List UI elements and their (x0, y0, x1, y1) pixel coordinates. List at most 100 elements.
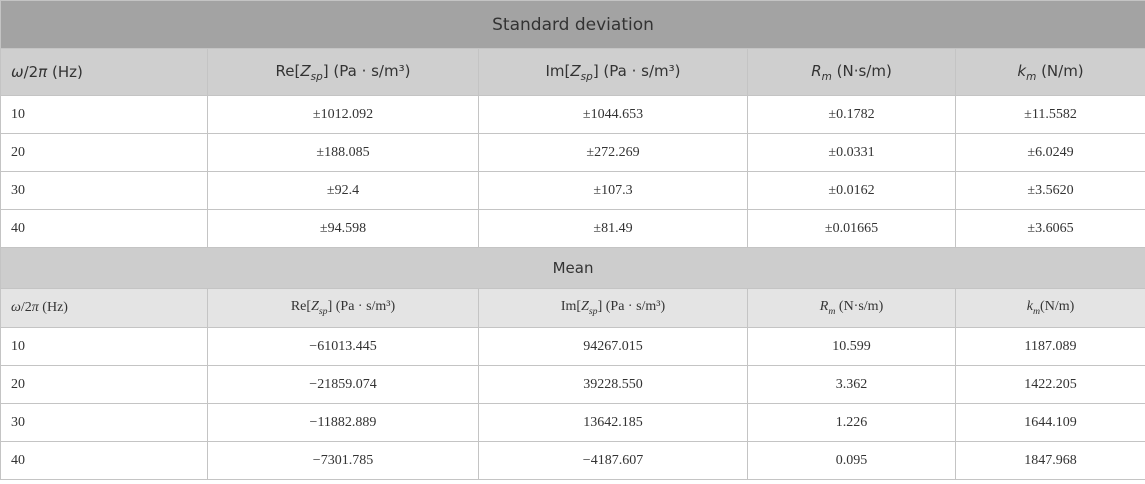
cell: 10 (0, 327, 208, 366)
header-text: m (828, 305, 836, 317)
cell: ±188.085 (207, 133, 479, 172)
data-row: 20 −21859.074 39228.550 3.362 1422.205 (0, 365, 1145, 404)
cell: 20 (0, 365, 208, 404)
cell: −61013.445 (207, 327, 479, 366)
cell: ±0.0162 (747, 171, 956, 210)
header-text: π (38, 63, 48, 81)
header-text: sp (588, 305, 598, 317)
data-row: 40 ±94.598 ±81.49 ±0.01665 ±3.6065 (0, 209, 1145, 248)
header-subscript: m (1026, 71, 1036, 83)
header-text: ω (11, 300, 21, 315)
header-text: m (1032, 305, 1041, 317)
cell: ±94.598 (207, 209, 479, 248)
header-text: sp (580, 70, 593, 83)
cell: ±3.5620 (954, 171, 1145, 210)
column-header: Im[Zsp] (Pa · s/m³) (478, 288, 748, 328)
cell: ±81.49 (478, 209, 748, 248)
section-title-row: Standard deviation (0, 0, 1145, 49)
header-text: ] (Pa · s/m³) (592, 61, 681, 80)
cell: 40 (0, 209, 208, 248)
header-text: Im[ (560, 299, 582, 315)
cell: ±0.01665 (747, 209, 956, 248)
header-text: (N/m) (1040, 299, 1075, 315)
header-text: m (821, 70, 832, 83)
cell: ±0.0331 (747, 133, 956, 172)
header-text: sp (318, 305, 328, 317)
cell: −21859.074 (207, 365, 479, 404)
data-row: 10 −61013.445 94267.015 10.599 1187.089 (0, 327, 1145, 366)
header-text: sp (310, 70, 323, 83)
column-header: Re[Zsp] (Pa · s/m³) (207, 48, 479, 96)
cell: ±0.1782 (747, 95, 956, 134)
header-text: π (31, 300, 39, 315)
header-text: k (1017, 61, 1027, 80)
cell: ±11.5582 (954, 95, 1145, 134)
header-text: Re[ (290, 299, 312, 315)
cell: ±272.269 (478, 133, 748, 172)
data-row: 30 ±92.4 ±107.3 ±0.0162 ±3.5620 (0, 171, 1145, 210)
column-header: Re[Zsp] (Pa · s/m³) (207, 288, 479, 328)
cell: ±1044.653 (478, 95, 748, 134)
header-text: (Hz) (47, 63, 83, 81)
column-header: ω/2π (Hz) (0, 288, 208, 328)
header-subscript: sp (581, 71, 593, 83)
header-subscript: m (822, 71, 832, 83)
cell: ±3.6065 (954, 209, 1145, 248)
column-header: km(N/m) (954, 288, 1145, 328)
cell: 1847.968 (954, 441, 1145, 480)
cell: −11882.889 (207, 403, 479, 442)
header-text: ] (Pa · s/m³) (327, 299, 396, 315)
cell: 30 (0, 171, 208, 210)
header-text: m (1026, 70, 1037, 83)
header-text: (N/m) (1036, 61, 1084, 80)
cell: ±1012.092 (207, 95, 479, 134)
header-subscript: sp (319, 306, 328, 317)
section-title: Standard deviation (0, 0, 1145, 49)
cell: 10.599 (747, 327, 956, 366)
cell: ±107.3 (478, 171, 748, 210)
column-header: Im[Zsp] (Pa · s/m³) (478, 48, 748, 96)
header-text: (Hz) (38, 300, 68, 315)
header-text: R (819, 299, 829, 315)
data-row: 20 ±188.085 ±272.269 ±0.0331 ±6.0249 (0, 133, 1145, 172)
column-header: Rm (N·s/m) (747, 288, 956, 328)
header-text: (N·s/m) (831, 61, 892, 80)
data-row: 30 −11882.889 13642.185 1.226 1644.109 (0, 403, 1145, 442)
column-header: km (N/m) (954, 48, 1145, 96)
column-header: Rm (N·s/m) (747, 48, 956, 96)
cell: 1187.089 (954, 327, 1145, 366)
cell: 39228.550 (478, 365, 748, 404)
header-subscript: sp (589, 306, 598, 317)
header-text: /2 (20, 300, 32, 315)
cell: 1.226 (747, 403, 956, 442)
header-row: ω/2π (Hz) Re[Zsp] (Pa · s/m³) Im[Zsp] (Pa … (0, 48, 1145, 96)
cell: ±92.4 (207, 171, 479, 210)
header-text: R (811, 61, 822, 80)
header-text: ] (Pa · s/m³) (322, 61, 411, 80)
header-text: Z (570, 61, 581, 80)
cell: −7301.785 (207, 441, 479, 480)
header-text: ] (Pa · s/m³) (597, 299, 666, 315)
header-subscript: m (1033, 306, 1040, 317)
header-text: k (1026, 299, 1033, 315)
cell: 3.362 (747, 365, 956, 404)
cell: 20 (0, 133, 208, 172)
section-title: Mean (0, 247, 1145, 289)
cell: 94267.015 (478, 327, 748, 366)
header-text: Re[ (275, 61, 301, 80)
header-subscript: sp (311, 71, 323, 83)
cell: 13642.185 (478, 403, 748, 442)
cell: 10 (0, 95, 208, 134)
cell: 30 (0, 403, 208, 442)
cell: ±6.0249 (954, 133, 1145, 172)
column-header: ω/2π (Hz) (0, 48, 208, 96)
header-text: Im[ (545, 61, 571, 80)
data-row: 40 −7301.785 −4187.607 0.095 1847.968 (0, 441, 1145, 480)
header-text: Z (300, 61, 311, 80)
section-title-row: Mean (0, 247, 1145, 289)
data-row: 10 ±1012.092 ±1044.653 ±0.1782 ±11.5582 (0, 95, 1145, 134)
cell: 1644.109 (954, 403, 1145, 442)
header-text: Z (581, 299, 589, 315)
